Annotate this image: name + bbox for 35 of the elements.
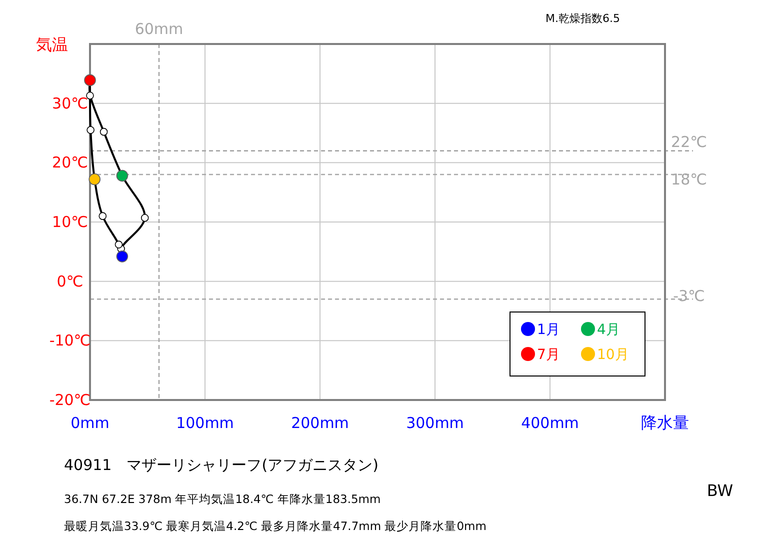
x-tick-label: 0mm	[70, 414, 110, 432]
point	[86, 126, 94, 134]
ref-line-label: -3℃	[673, 287, 705, 306]
ref-line-label: 22℃	[671, 132, 707, 151]
y-tick-label: 0℃	[56, 272, 84, 290]
text: BW	[706, 481, 734, 500]
ref-line-label: 60mm	[134, 20, 184, 38]
point	[84, 74, 96, 86]
point	[86, 92, 94, 100]
point	[88, 173, 100, 186]
x-tick-label: 100mm	[176, 414, 234, 432]
y-tick-label: 20℃	[52, 154, 88, 172]
x-axis-title: 降水量	[641, 413, 689, 432]
text: 40911 マザーリシャリーフ(アフガニスタン)	[64, 456, 378, 474]
x-tick-label: 400mm	[521, 414, 579, 432]
x-tick-label: 200mm	[291, 414, 349, 432]
point	[98, 212, 107, 220]
y-axis-title: 気温	[36, 35, 68, 54]
y-tick-label: 30℃	[52, 94, 88, 112]
y-tick-label: -20℃	[49, 391, 91, 409]
text: 36.7N 67.2E 378m 年平均気温18.4℃ 年降水量183.5mm	[64, 492, 381, 506]
legend-label: 10月	[597, 347, 629, 363]
point	[116, 170, 128, 182]
legend-label: 1月	[537, 322, 560, 338]
point	[140, 214, 149, 222]
point	[116, 250, 128, 262]
y-tick-label: 10℃	[52, 213, 88, 231]
text: 最暖月気温33.9℃ 最寒月気温4.2℃ 最多月降水量47.7mm 最少月降水量0mm	[64, 519, 486, 533]
legend-label: 7月	[537, 347, 560, 363]
legend-label: 4月	[597, 322, 620, 338]
point	[100, 128, 108, 136]
x-tick-label: 300mm	[406, 414, 464, 432]
text: M.乾燥指数6.5	[546, 12, 620, 25]
point	[114, 240, 123, 248]
y-tick-label: -10℃	[49, 332, 91, 350]
